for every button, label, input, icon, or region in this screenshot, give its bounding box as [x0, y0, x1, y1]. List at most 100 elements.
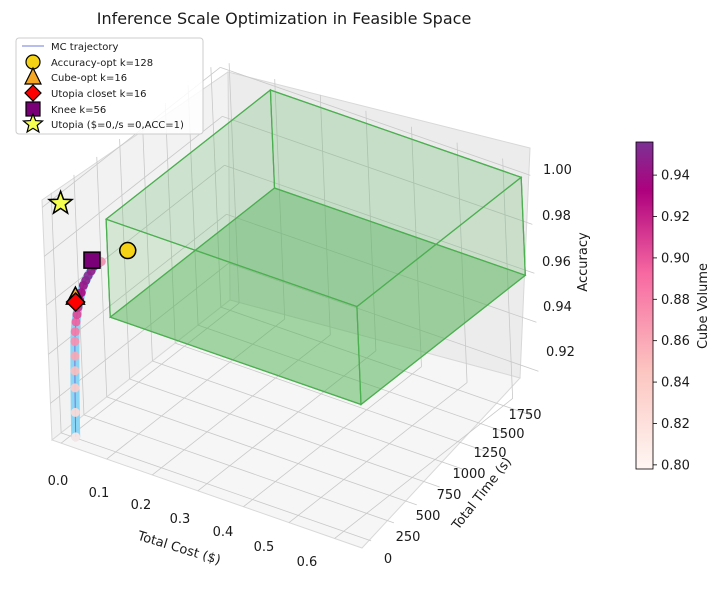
legend-label: Knee k=56: [51, 105, 106, 116]
utopia-closest-marker: [65, 291, 86, 313]
z-tick-label: 0.98: [542, 209, 571, 224]
grid-line: [44, 116, 223, 257]
z-tick-label: 0.92: [546, 345, 575, 360]
grid-line: [228, 262, 539, 372]
legend-star-marker: [21, 112, 45, 134]
legend-label: Utopia ($=0,/s =0,ACC=1): [51, 120, 184, 131]
grid-line: [226, 213, 537, 323]
grid-line: [142, 121, 153, 362]
colorbar-gradient: [635, 141, 654, 470]
trajectory-point: [70, 327, 80, 337]
grid-line: [319, 94, 331, 335]
grid-line: [334, 398, 513, 539]
optimal-markers: [47, 189, 137, 313]
y-tick-label: 1250: [473, 446, 506, 461]
accuracy-opt-marker: [118, 241, 137, 260]
floor-pane: [50, 299, 521, 549]
grid-line: [175, 342, 486, 452]
colorbar-tick-label: 0.90: [661, 251, 690, 266]
trajectory-point: [71, 317, 81, 327]
feasible-box-face: [104, 89, 523, 308]
x-tick-label: 0.6: [297, 555, 318, 570]
legend-frame: [15, 37, 204, 135]
y-tick-label: 0: [384, 552, 392, 567]
colorbar-tick-label: 0.86: [661, 334, 690, 349]
x-tick-labels: 0.0 0.1 0.2 0.3 0.4 0.5 0.6: [48, 474, 318, 570]
trajectory-point: [70, 336, 80, 346]
x-tick-label: 0.2: [131, 498, 152, 513]
colorbar-tick-label: 0.80: [661, 458, 690, 473]
trajectory-point: [70, 351, 80, 361]
feasible-region-box: [104, 88, 527, 406]
colorbar-tick-label: 0.88: [661, 293, 690, 308]
y-tick-label: 250: [396, 530, 421, 545]
x-tick-label: 0.0: [48, 474, 69, 489]
grid-line: [365, 110, 377, 351]
z-tick-label: 1.00: [543, 163, 572, 178]
grid-line: [210, 67, 222, 308]
grid-line: [456, 142, 468, 383]
colorbar-label: Cube Volume: [696, 263, 711, 349]
grid-line: [222, 115, 533, 225]
grid-line: [106, 318, 285, 460]
y-tick-label: 1000: [452, 467, 485, 482]
colorbar-tick-label: 0.94: [661, 169, 690, 184]
z-tick-labels: 0.92 0.94 0.96 0.98 1.00: [542, 163, 575, 360]
grid-line: [129, 378, 440, 488]
grid-line: [224, 164, 535, 274]
grid-line: [228, 63, 240, 304]
colorbar: 0.80 0.82 0.84 0.86 0.88 0.90 0.92 0.94 Cube Vo…: [635, 141, 711, 473]
colorbar-tick-label: 0.84: [661, 376, 690, 391]
legend-label: MC trajectory: [51, 42, 119, 53]
grid-line: [152, 334, 331, 476]
trajectory-point: [71, 432, 81, 442]
grid-line: [197, 324, 509, 434]
x-tick-label: 0.5: [254, 540, 275, 555]
grid-line: [46, 164, 225, 306]
utopia-marker: [47, 189, 75, 215]
grid-line: [502, 158, 514, 399]
x-tick-label: 0.1: [89, 486, 110, 501]
grid-line: [243, 366, 422, 508]
x-tick-label: 0.3: [170, 512, 191, 527]
colorbar-tick-label: 0.92: [661, 210, 690, 225]
z-axis-label: Accuracy: [576, 232, 591, 292]
grid-line: [220, 66, 531, 176]
legend: MC trajectory Accuracy-opt k=128 Cube-op…: [15, 37, 204, 135]
legend-label: Accuracy-opt k=128: [51, 58, 153, 69]
y-tick-label: 1500: [491, 427, 524, 442]
chart-title: Inference Scale Optimization in Feasible…: [97, 9, 472, 28]
legend-label: Cube-opt k=16: [51, 73, 127, 84]
grid-line: [164, 103, 176, 344]
grid-line: [274, 79, 286, 320]
grid-line: [83, 414, 395, 524]
grid-line: [152, 360, 463, 470]
y-tick-labels: 0 250 500 750 1000 1250 1500 1750: [384, 408, 542, 567]
trajectory-point: [72, 310, 82, 320]
y-tick-label: 750: [437, 488, 462, 503]
grid-line: [96, 156, 108, 397]
grid-line: [411, 126, 422, 367]
grid-line: [50, 192, 62, 433]
trajectory-point: [70, 383, 80, 393]
legend-label: Utopia closet k=16: [51, 89, 147, 100]
grid-line: [119, 138, 130, 379]
z-tick-label: 0.94: [543, 300, 572, 315]
grid-line: [50, 262, 229, 404]
trajectory-point: [70, 407, 80, 417]
y-tick-label: 500: [416, 509, 441, 524]
x-axis-label: Total Cost ($): [135, 529, 223, 569]
colorbar-tick-label: 0.82: [661, 417, 690, 432]
grid-line: [220, 306, 532, 416]
z-tick-label: 0.96: [542, 255, 571, 270]
trajectory-point: [70, 366, 80, 376]
legend-diamond-marker: [24, 84, 42, 102]
knee-marker: [83, 251, 101, 269]
grid-line: [288, 382, 468, 523]
y-tick-label: 1750: [508, 408, 541, 423]
grid-line: [60, 302, 240, 444]
x-tick-label: 0.4: [213, 525, 234, 540]
grid-line: [106, 396, 417, 506]
legend-triangle-marker: [24, 66, 42, 85]
